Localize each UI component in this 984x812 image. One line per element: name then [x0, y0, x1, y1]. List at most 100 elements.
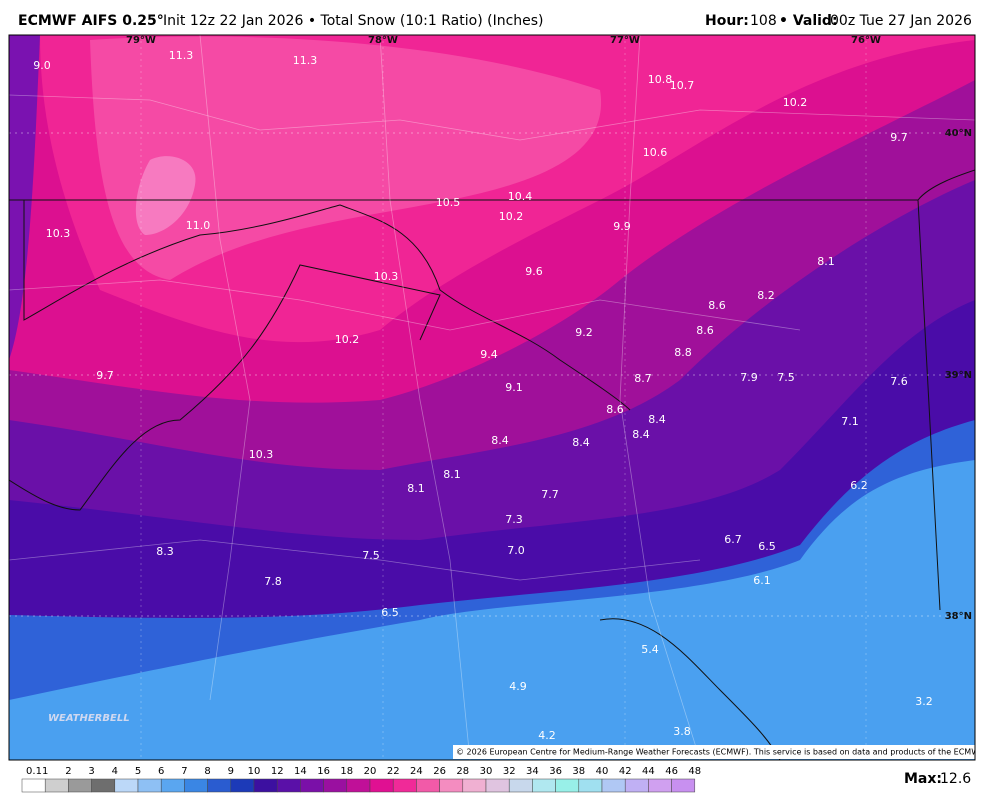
point-value: 6.5	[381, 606, 399, 619]
point-value: 9.0	[33, 59, 51, 72]
point-value: 10.2	[335, 333, 360, 346]
point-value: 3.2	[915, 695, 933, 708]
max: 12.6	[940, 771, 971, 787]
colorbar-label: 2	[65, 766, 71, 777]
latitude-label: 40°N	[945, 128, 972, 139]
longitude-label: 77°W	[610, 35, 640, 46]
graticule	[9, 132, 975, 617]
colorbar-swatch	[346, 778, 371, 793]
band	[135, 156, 196, 235]
point-value: 10.2	[499, 210, 524, 223]
state-borders	[9, 169, 975, 760]
point-value: 8.4	[491, 434, 509, 447]
colorbar-label: 44	[642, 766, 655, 777]
point-value: 7.9	[740, 371, 758, 384]
colorbar-label: 3	[88, 766, 94, 777]
point-value: 10.3	[374, 270, 399, 283]
colorbar-swatch	[624, 778, 649, 793]
colorbar-label: 24	[410, 766, 423, 777]
point-value: 7.0	[507, 544, 525, 557]
point-value: 8.1	[817, 255, 835, 268]
colorbar-label: 7	[181, 766, 187, 777]
point-value: 10.2	[783, 96, 808, 109]
colorbar-label: 14	[294, 766, 307, 777]
colorbar-swatch	[485, 778, 510, 793]
colorbar-swatch	[648, 778, 672, 793]
labels: 9.0 11.3 11.3 10.810.7 10.2 9.7 10.6 10.5 10.4 10…	[33, 49, 933, 742]
colorbar-swatch	[578, 778, 603, 793]
colorbar-swatch	[184, 778, 208, 793]
point-value: 4.2	[538, 729, 556, 742]
colorbar-swatch	[230, 778, 255, 793]
map: 9.0 11.3 11.3 10.810.7 10.2 9.7 10.6 10.5 10.4 10…	[9, 35, 984, 760]
band	[9, 35, 40, 360]
point-value: 9.9	[613, 220, 631, 233]
point-value: 8.6	[708, 299, 726, 312]
credit: © 2026 European Centre for Medium-Range …	[456, 748, 984, 757]
colorbar-swatch	[508, 778, 533, 793]
colorbar-label: 6	[158, 766, 164, 777]
point-value: 10.7	[670, 79, 695, 92]
point-value: 8.2	[757, 289, 775, 302]
point-value: 8.4	[648, 413, 666, 426]
point-value: 8.1	[407, 482, 425, 495]
colorbar-label: 4	[112, 766, 118, 777]
colorbar-label: 10	[248, 766, 261, 777]
colorbar-swatch	[532, 778, 556, 793]
colorbar-swatch	[91, 778, 116, 793]
colorbar-label: 32	[503, 766, 516, 777]
point-value: 8.4	[572, 436, 590, 449]
colorbar-label: 5	[135, 766, 141, 777]
subtitle: Init 12z 22 Jan 2026 • Total Snow (10:1 …	[163, 13, 544, 29]
point-value: 7.7	[541, 488, 559, 501]
colorbar-label: 1	[42, 766, 48, 777]
colorbar-label: 36	[549, 766, 562, 777]
point-value: 8.8	[674, 346, 692, 359]
latitude-label: 38°N	[945, 611, 972, 622]
colorbar-swatch	[439, 778, 464, 793]
band	[90, 36, 602, 281]
point-value: 9.7	[96, 369, 114, 382]
colorbar: 0.1 1 2 3 4 5 6 7 8 9 10 12 14 16 18 20 22 24 26 28 30 32 34 36…	[21, 766, 701, 793]
colorbar-label: 30	[480, 766, 493, 777]
colorbar-swatch	[276, 778, 301, 793]
point-value: 8.6	[606, 403, 624, 416]
colorbar-label: 38	[572, 766, 585, 777]
colorbar-swatch	[68, 778, 92, 793]
longitude-label: 78°W	[368, 35, 398, 46]
point-value: 8.1	[443, 468, 461, 481]
point-value: 11.0	[186, 219, 211, 232]
colorbar-swatch	[137, 778, 162, 793]
point-value: 11.3	[293, 54, 318, 67]
logo: WEATHERBELL	[48, 713, 130, 724]
graticule-labels: 79°W 78°W 77°W 76°W 40°N 39°N 38°N	[126, 35, 972, 622]
colorbar-swatch	[462, 778, 487, 793]
point-value: 10.4	[508, 190, 533, 203]
point-value: 7.6	[890, 375, 908, 388]
point-value: 10.3	[46, 227, 71, 240]
point-value: 6.1	[753, 574, 771, 587]
colorbar-label: 0.1	[26, 766, 42, 777]
point-value: 7.8	[264, 575, 282, 588]
point-value: 9.6	[525, 265, 543, 278]
colorbar-label: 20	[364, 766, 377, 777]
hour-label: Hour:	[705, 13, 749, 29]
point-value: 7.5	[362, 549, 380, 562]
point-value: 10.8	[648, 73, 673, 86]
colorbar-swatch	[44, 778, 69, 793]
colorbar-label: 8	[204, 766, 210, 777]
point-value: 8.3	[156, 545, 174, 558]
longitude-label: 76°W	[851, 35, 881, 46]
point-value: 3.8	[673, 725, 691, 738]
latitude-label: 39°N	[945, 370, 972, 381]
colorbar-label: 40	[596, 766, 609, 777]
hour: 108	[750, 13, 777, 29]
point-value: 7.3	[505, 513, 523, 526]
point-value: 9.1	[505, 381, 523, 394]
title: ECMWF AIFS 0.25°	[18, 13, 164, 29]
valid: 00z Tue 27 Jan 2026	[830, 13, 972, 29]
colorbar-swatch	[601, 778, 626, 793]
point-value: 8.4	[632, 428, 650, 441]
colorbar-swatch	[392, 778, 417, 793]
colorbar-swatch	[21, 778, 46, 793]
